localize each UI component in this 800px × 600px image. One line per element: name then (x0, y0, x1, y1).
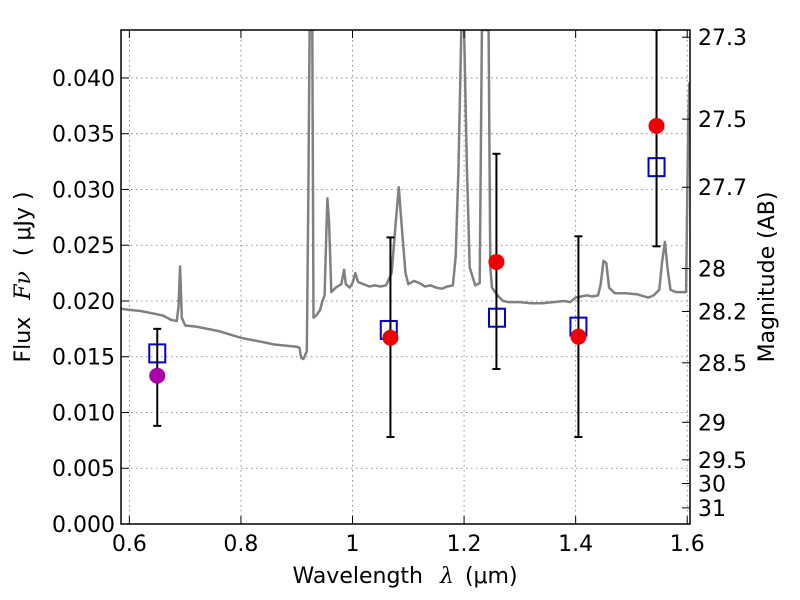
x-tick-label: 0.6 (112, 532, 147, 557)
x-tick-label: 1 (346, 532, 360, 557)
right-tick-label: 27.3 (698, 26, 747, 51)
plot-frame (120, 29, 691, 525)
x-axis-label-unit: (μm) (465, 564, 518, 589)
y-tick-label: 0.020 (52, 290, 115, 315)
y-axis-label-symbol: Fν (11, 271, 36, 301)
y-tick-label: 0.025 (52, 234, 115, 259)
y-tick-label: 0.000 (52, 513, 115, 538)
right-tick-label: 27.5 (698, 108, 747, 133)
observed-point (488, 253, 505, 270)
x-tick-label: 1.6 (670, 532, 705, 557)
y-axis-label-unit: ( μJy ) (11, 191, 36, 256)
observed-point (570, 328, 587, 345)
x-axis-label-symbol: λ (439, 564, 454, 589)
axis-ticks (121, 30, 690, 525)
observed-point (382, 329, 399, 346)
tick-labels: 0.6 0.8 1 1.2 1.4 1.6 0.000 0.005 0.010 0.015 0.02… (52, 26, 747, 557)
y-axis-label-text: Flux (11, 317, 36, 363)
right-axis-label: Magnitude (AB) (755, 192, 780, 363)
y-tick-label: 0.030 (52, 178, 115, 203)
data-layer (121, 30, 690, 439)
y-axis-label: Flux Fν ( μJy ) (11, 191, 36, 362)
x-axis-label-text: Wavelength (292, 564, 423, 589)
y-tick-label: 0.035 (52, 123, 115, 148)
observed-point (149, 367, 166, 384)
right-tick-label: 27.7 (698, 176, 747, 201)
y-tick-label: 0.010 (52, 401, 115, 426)
right-tick-label: 31 (698, 497, 726, 522)
spectrum-line (121, 30, 690, 361)
right-tick-label: 30 (698, 473, 726, 498)
x-tick-label: 1.4 (558, 532, 593, 557)
right-tick-label: 28 (698, 258, 726, 283)
y-tick-label: 0.040 (52, 67, 115, 92)
y-tick-label: 0.005 (52, 457, 115, 482)
x-axis-label: Wavelength λ (μm) (292, 564, 517, 589)
right-tick-label: 29.5 (698, 449, 747, 474)
right-tick-label: 28.2 (698, 301, 747, 326)
right-tick-label: 29 (698, 411, 726, 436)
x-tick-label: 0.8 (223, 532, 258, 557)
x-tick-label: 1.2 (447, 532, 482, 557)
right-tick-label: 28.5 (698, 352, 747, 377)
observed-point (648, 117, 665, 134)
y-tick-label: 0.015 (52, 346, 115, 371)
